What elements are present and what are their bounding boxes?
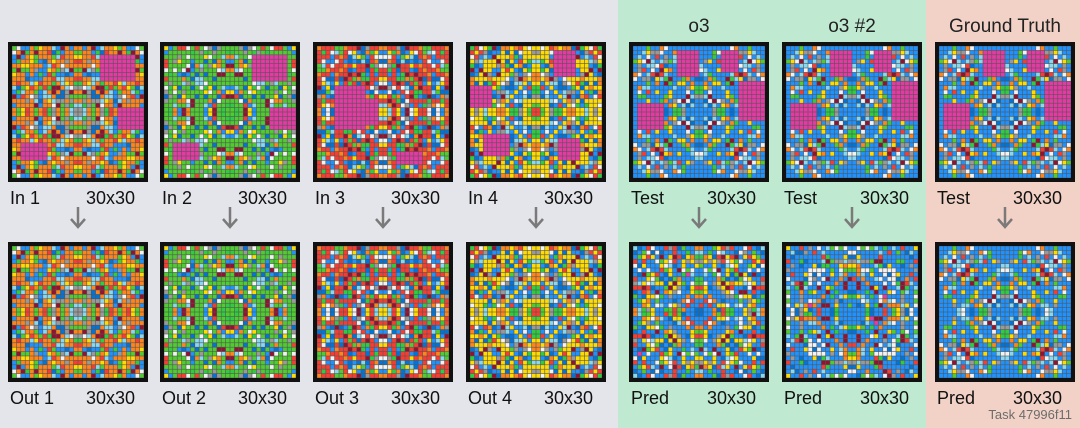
input-size-label: 30x30 [707, 188, 757, 208]
input-grid-cells [164, 46, 296, 178]
column-title: o3 [688, 16, 710, 37]
output-grid-cells [12, 246, 144, 378]
output-grid [629, 242, 769, 382]
input-grid-cells [317, 46, 449, 178]
output-label: Pred [937, 388, 976, 408]
task-id-label: Task 47996f11 [988, 407, 1072, 422]
down-arrow-icon [842, 205, 862, 231]
input-size-label: 30x30 [860, 188, 910, 208]
output-size-label: 30x30 [860, 388, 910, 408]
output-grid-cells [164, 246, 296, 378]
input-size-label: 30x30 [86, 188, 136, 208]
output-grid-cells [786, 246, 918, 378]
column-title: o3 #2 [828, 16, 876, 37]
input-grid [629, 42, 769, 182]
output-grid [160, 242, 300, 382]
input-label: In 4 [468, 188, 499, 208]
input-label: In 2 [162, 188, 193, 208]
output-label: Out 2 [162, 388, 207, 408]
output-grid [935, 242, 1075, 382]
output-grid-cells [317, 246, 449, 378]
down-arrow-icon [220, 205, 240, 231]
input-grid [8, 42, 148, 182]
output-label: Pred [784, 388, 823, 408]
input-label: In 1 [10, 188, 41, 208]
output-label: Out 1 [10, 388, 55, 408]
input-size-label: 30x30 [238, 188, 288, 208]
output-label: Pred [631, 388, 670, 408]
input-label: Test [631, 188, 665, 208]
column-title: Ground Truth [949, 16, 1061, 37]
down-arrow-icon [373, 205, 393, 231]
output-grid [782, 242, 922, 382]
output-grid-cells [939, 246, 1071, 378]
input-grid-cells [786, 46, 918, 178]
down-arrow-icon [68, 205, 88, 231]
input-grid [782, 42, 922, 182]
output-grid [8, 242, 148, 382]
output-grid-cells [470, 246, 602, 378]
input-grid-cells [939, 46, 1071, 178]
input-grid [160, 42, 300, 182]
output-label: Out 3 [315, 388, 360, 408]
input-size-label: 30x30 [1013, 188, 1063, 208]
output-grid [313, 242, 453, 382]
output-size-label: 30x30 [544, 388, 594, 408]
input-grid [935, 42, 1075, 182]
input-grid-cells [633, 46, 765, 178]
input-size-label: 30x30 [544, 188, 594, 208]
output-label: Out 4 [468, 388, 513, 408]
output-grid-cells [633, 246, 765, 378]
output-size-label: 30x30 [238, 388, 288, 408]
output-size-label: 30x30 [707, 388, 757, 408]
input-grid-cells [470, 46, 602, 178]
down-arrow-icon [526, 205, 546, 231]
input-label: In 3 [315, 188, 346, 208]
input-grid [466, 42, 606, 182]
down-arrow-icon [689, 205, 709, 231]
down-arrow-icon [995, 205, 1015, 231]
input-size-label: 30x30 [391, 188, 441, 208]
input-label: Test [937, 188, 971, 208]
output-size-label: 30x30 [1013, 388, 1063, 408]
input-grid-cells [12, 46, 144, 178]
output-size-label: 30x30 [86, 388, 136, 408]
output-grid [466, 242, 606, 382]
input-label: Test [784, 188, 818, 208]
input-grid [313, 42, 453, 182]
output-size-label: 30x30 [391, 388, 441, 408]
